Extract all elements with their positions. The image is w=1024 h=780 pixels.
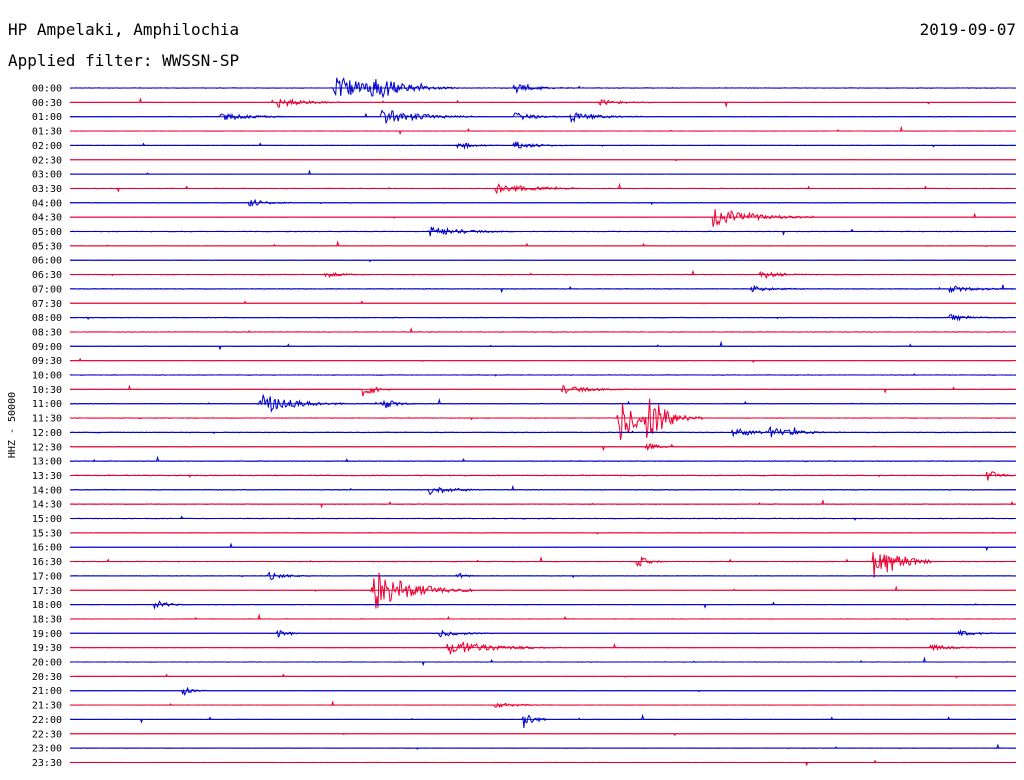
- trace-line: [70, 384, 1016, 397]
- time-label: 00:00: [32, 84, 62, 95]
- time-label: 00:30: [32, 98, 62, 109]
- time-label: 02:00: [32, 141, 62, 152]
- time-label: 20:00: [32, 658, 62, 669]
- trace-line: [69, 713, 1016, 729]
- trace-line: [69, 628, 1017, 638]
- time-label: 08:00: [32, 313, 62, 324]
- time-label: 12:00: [32, 428, 62, 439]
- time-label: 04:00: [32, 198, 62, 209]
- trace-line: [70, 182, 1017, 194]
- time-label: 10:30: [32, 385, 62, 396]
- time-label: 09:00: [32, 342, 62, 353]
- trace-line: [69, 686, 1017, 697]
- trace-line: [70, 77, 1017, 99]
- time-label: 05:00: [32, 227, 62, 238]
- filter-label: Applied filter: WWSSN-SP: [8, 51, 240, 70]
- time-label: 23:00: [32, 744, 62, 755]
- time-label: 11:00: [32, 399, 62, 410]
- time-labels: 00:00 00:30 01:00 01:30 02:00 02:30 03:00 03:30…: [32, 84, 62, 769]
- time-label: 07:30: [32, 299, 62, 310]
- trace-line: [69, 398, 1017, 440]
- time-label: 18:30: [32, 614, 62, 625]
- time-label: 20:30: [32, 672, 62, 683]
- time-label: 22:00: [32, 715, 62, 726]
- time-label: 01:00: [32, 112, 62, 123]
- time-label: 19:00: [32, 629, 62, 640]
- trace-line: [69, 141, 1016, 150]
- trace-line: [69, 471, 1017, 481]
- time-label: 04:30: [32, 213, 62, 224]
- time-label: 10:00: [32, 371, 62, 382]
- time-label: 01:30: [32, 127, 62, 138]
- trace-line: [69, 641, 1017, 655]
- time-label: 21:00: [32, 686, 62, 697]
- time-label: 16:30: [32, 557, 62, 568]
- channel-axis-label: HHZ - 50000: [7, 392, 18, 458]
- time-label: 06:00: [32, 256, 62, 267]
- trace-line: [70, 552, 1017, 578]
- time-label: 23:30: [32, 758, 62, 769]
- time-label: 15:00: [32, 514, 62, 525]
- date-label: 2019-09-07: [919, 20, 1016, 39]
- time-label: 22:30: [32, 729, 62, 740]
- trace-line: [69, 284, 1017, 294]
- time-label: 21:30: [32, 701, 62, 712]
- trace-line: [69, 97, 1017, 109]
- time-label: 03:30: [32, 184, 62, 195]
- time-label: 17:30: [32, 586, 62, 597]
- time-label: 13:00: [32, 457, 62, 468]
- time-label: 14:00: [32, 485, 62, 496]
- time-label: 08:30: [32, 327, 62, 338]
- time-label: 17:00: [32, 571, 62, 582]
- time-label: 03:00: [32, 170, 62, 181]
- trace-line: [69, 394, 1017, 413]
- time-label: 09:30: [32, 356, 62, 367]
- time-label: 11:30: [32, 414, 62, 425]
- time-label: 05:30: [32, 241, 62, 252]
- station-title: HP Ampelaki, Amphilochia: [8, 20, 240, 39]
- time-label: 13:30: [32, 471, 62, 482]
- seismic-traces: [69, 77, 1017, 767]
- time-label: 19:30: [32, 643, 62, 654]
- time-label: 02:30: [32, 155, 62, 166]
- time-label: 12:30: [32, 442, 62, 453]
- time-label: 07:00: [32, 284, 62, 295]
- time-label: 18:00: [32, 600, 62, 611]
- trace-line: [69, 484, 1016, 496]
- trace-line: [70, 209, 1017, 227]
- time-label: 16:00: [32, 543, 62, 554]
- time-label: 14:30: [32, 500, 62, 511]
- time-label: 06:30: [32, 270, 62, 281]
- time-label: 15:30: [32, 528, 62, 539]
